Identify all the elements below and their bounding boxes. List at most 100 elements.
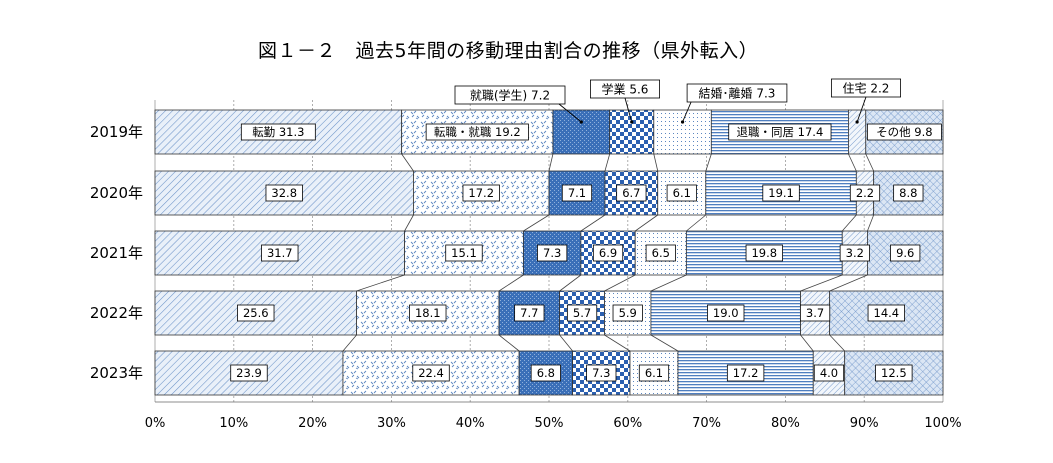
data-label: 19.0: [713, 306, 739, 320]
data-label: 7.1: [568, 186, 586, 200]
x-tick-label: 40%: [456, 416, 485, 431]
callout-label: 学業 5.6: [602, 82, 649, 97]
connector-line: [604, 334, 631, 352]
data-label-box: [813, 364, 845, 382]
bar-segment: [404, 230, 524, 276]
x-tick-label: 30%: [377, 416, 406, 431]
connector-line: [356, 274, 405, 292]
data-label-box: [666, 184, 697, 202]
x-tick-label: 20%: [298, 416, 327, 431]
x-tick-label: 10%: [219, 416, 248, 431]
data-label: 5.7: [573, 306, 591, 320]
callout-dot: [579, 120, 583, 124]
data-label-box: [445, 244, 483, 262]
connector-line: [559, 274, 582, 292]
data-label: 8.8: [899, 186, 917, 200]
data-label-box: [875, 364, 913, 382]
connector-line: [705, 153, 712, 172]
connector-line: [604, 153, 611, 172]
category-label: 2021年: [90, 244, 143, 262]
connector-line: [800, 334, 814, 352]
callout-leader: [856, 96, 867, 123]
category-label: 2022年: [90, 304, 143, 322]
data-label: 18.1: [415, 306, 441, 320]
bar-segment: [609, 109, 655, 155]
data-label-box: [530, 364, 561, 382]
data-label: 9.6: [896, 246, 914, 260]
category-label: 2020年: [90, 184, 143, 202]
connector-line: [865, 153, 875, 172]
data-label-box: [839, 244, 870, 262]
data-label: 転職・就職 19.2: [434, 125, 521, 139]
data-label-box: [616, 184, 647, 202]
data-label-box: [866, 123, 942, 141]
connector-line: [523, 214, 550, 232]
connector-line: [634, 214, 658, 232]
data-label-box: [514, 304, 545, 322]
data-label-box: [566, 304, 598, 322]
data-label: 12.5: [881, 366, 907, 380]
data-label-box: [728, 123, 832, 141]
chart-title: 図１－２ 過去5年間の移動理由割合の推移（県外転入）: [258, 40, 759, 62]
category-label: 2023年: [90, 364, 143, 382]
connector-line: [650, 274, 687, 292]
data-label: 15.1: [451, 246, 477, 260]
connector-line: [800, 274, 843, 292]
connector-line: [559, 334, 573, 352]
data-label-box: [561, 184, 593, 202]
category-label: 2019年: [90, 123, 143, 141]
connector-line: [604, 274, 636, 292]
x-tick-label: 70%: [692, 416, 721, 431]
data-label: 5.9: [619, 306, 637, 320]
connector-line: [848, 153, 857, 172]
data-label-box: [726, 364, 765, 382]
x-tick-label: 60%: [613, 416, 642, 431]
data-label-box: [462, 184, 500, 202]
bar-segment: [653, 109, 712, 155]
x-tick-label: 80%: [771, 416, 800, 431]
x-tick-label: 50%: [535, 416, 564, 431]
data-label: 7.3: [592, 366, 610, 380]
data-label-box: [230, 364, 268, 382]
data-label: 19.8: [751, 246, 777, 260]
data-label-box: [745, 244, 783, 262]
data-label: 6.1: [645, 366, 663, 380]
x-tick-label: 0%: [145, 416, 166, 431]
data-label: 31.7: [267, 246, 293, 260]
callout-box: [686, 83, 788, 103]
callout-leader: [682, 101, 692, 123]
data-label: 6.5: [652, 246, 670, 260]
data-label: 6.9: [599, 246, 617, 260]
connector-line: [404, 214, 414, 232]
bar-segment: [677, 350, 814, 396]
data-label: 14.4: [874, 306, 900, 320]
callout-label: 住宅 2.2: [843, 81, 890, 96]
callout-leader: [624, 97, 633, 123]
data-label: 32.8: [271, 186, 297, 200]
data-label: 17.2: [468, 186, 494, 200]
bar-segment: [705, 170, 857, 216]
data-label: 19.1: [768, 186, 794, 200]
connector-line: [498, 334, 520, 352]
connector-line: [401, 153, 414, 172]
x-tick-label: 100%: [924, 416, 961, 431]
callout-leader: [558, 103, 582, 123]
data-label: 3.2: [846, 246, 864, 260]
data-label: 退職・同居 17.4: [737, 125, 824, 139]
data-label: 23.9: [236, 366, 262, 380]
bar-segment: [552, 109, 611, 155]
data-label-box: [261, 244, 299, 262]
connector-line: [548, 153, 554, 172]
callout-box: [454, 85, 566, 105]
connector-line: [686, 214, 707, 232]
data-label: 22.4: [418, 366, 444, 380]
connector-line: [841, 214, 857, 232]
data-label: 6.8: [537, 366, 555, 380]
callout-dot: [630, 120, 634, 124]
bar-segment: [848, 109, 867, 155]
data-label-box: [893, 184, 924, 202]
data-label-box: [762, 184, 800, 202]
data-label: その他 9.8: [876, 125, 932, 139]
data-label: 2.2: [856, 186, 874, 200]
